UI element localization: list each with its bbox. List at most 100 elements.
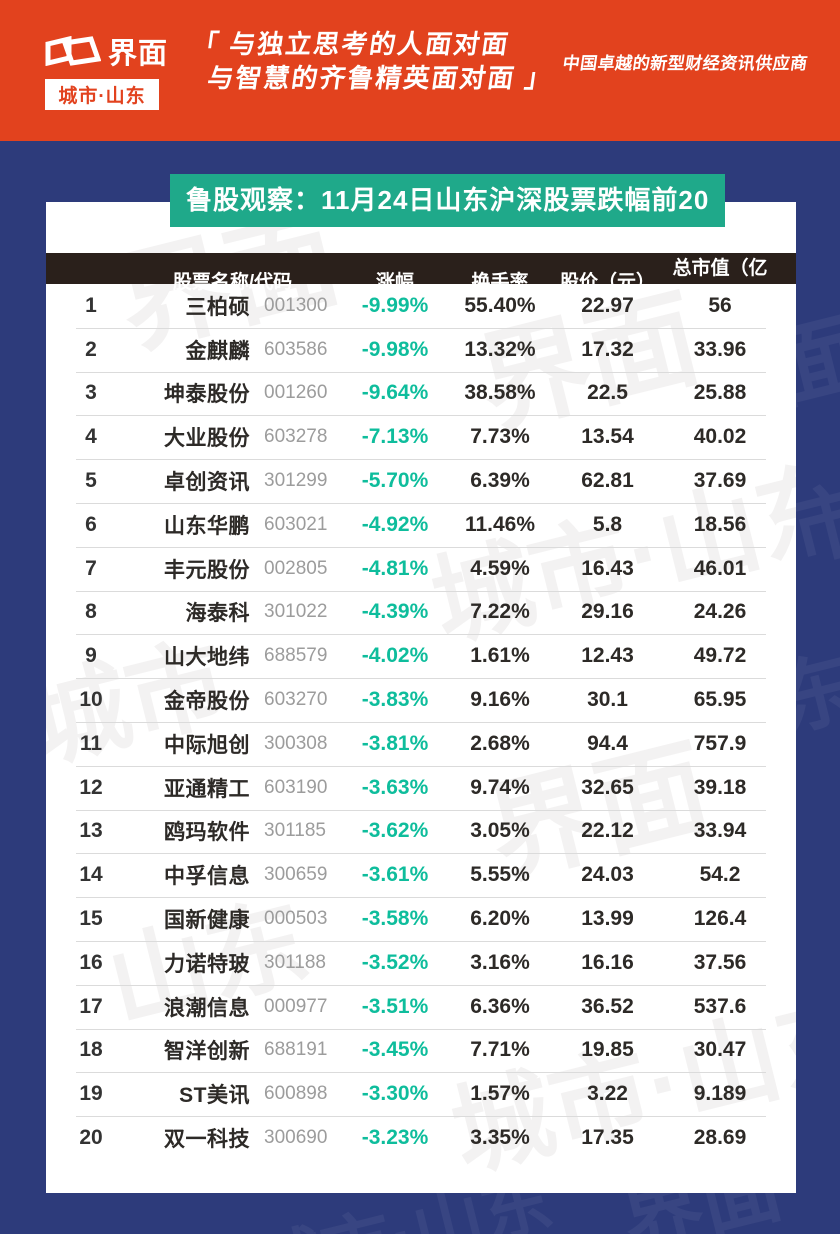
brand-sub-badge: 城市·山东 [45,79,159,110]
header-change: 涨幅 [375,271,414,293]
cell-market-cap: 30.47 [693,1038,747,1062]
table-row: 10 金帝股份 603270 -3.83% 9.16% 30.1 65.95 [62,678,780,722]
cell-change-pct: -5.70% [361,469,429,493]
cell-price: 94.4 [587,731,628,755]
cell-market-cap: 126.4 [693,907,747,931]
cell-stock-code: 301188 [264,951,326,973]
cell-stock-name: 三柏硕 [185,295,250,319]
cell-stock-name: 丰元股份 [164,558,250,582]
table-row: 16 力诺特玻 301188 -3.52% 3.16% 16.16 37.56 [62,940,780,985]
table-row: 8 海泰科 301022 -4.39% 7.22% 29.16 24.26 [62,590,780,635]
cell-market-cap: 39.18 [693,775,747,799]
brand-slogan: 「 与独立思考的人面对面 与智慧的齐鲁精英面对面 」 [185,27,560,95]
cell-rank: 20 [79,1126,103,1150]
cell-stock-code: 603190 [264,776,328,798]
cell-market-cap: 28.69 [693,1126,747,1150]
title-badge: 鲁股观察：11月24日山东沪深股票跌幅前20 [170,174,726,227]
header-market-cap: 总市值（亿元） [672,258,768,306]
cell-turnover-rate: 3.35% [470,1126,530,1150]
cell-market-cap: 37.69 [693,469,747,493]
cell-change-pct: -3.23% [361,1126,429,1150]
table-row: 7 丰元股份 002805 -4.81% 4.59% 16.43 46.01 [62,546,780,591]
table-row: 11 中际旭创 300308 -3.81% 2.68% 94.4 757.9 [62,721,780,766]
cell-stock-name: 金帝股份 [164,690,250,714]
cell-rank: 5 [85,469,97,493]
cell-stock-code: 301299 [264,470,328,492]
cell-rank: 18 [79,1038,103,1062]
cell-stock-code: 001260 [264,382,328,404]
cell-stock-code: 300690 [264,1127,328,1149]
cell-stock-name: 山东华鹏 [164,514,250,538]
cell-price: 19.85 [581,1038,634,1062]
cell-market-cap: 33.94 [693,819,747,843]
cell-price: 3.22 [587,1082,628,1106]
cell-turnover-rate: 7.22% [470,600,530,624]
cell-stock-name: 鸥玛软件 [164,821,250,845]
cell-market-cap: 18.56 [693,512,747,536]
cell-turnover-rate: 3.05% [470,819,530,843]
cell-change-pct: -4.92% [361,512,429,536]
cell-rank: 7 [85,556,97,580]
table-row: 9 山大地纬 688579 -4.02% 1.61% 12.43 49.72 [62,634,780,678]
cell-stock-code: 301022 [264,601,328,623]
cell-stock-code: 603278 [264,426,328,448]
table-row: 17 浪潮信息 000977 -3.51% 6.36% 36.52 537.6 [62,984,780,1029]
table-row: 3 坤泰股份 001260 -9.64% 38.58% 22.5 25.88 [62,371,780,416]
cell-rank: 17 [79,994,103,1018]
cell-stock-name: 浪潮信息 [164,996,250,1020]
table-row: 4 大业股份 603278 -7.13% 7.73% 13.54 40.02 [62,415,780,459]
cell-turnover-rate: 55.40% [464,293,536,317]
cell-rank: 6 [85,512,97,536]
slogan-line2: 与智慧的齐鲁精英面对面 」 [205,63,555,93]
cell-turnover-rate: 38.58% [464,381,536,405]
cell-change-pct: -9.64% [361,381,429,405]
cell-change-pct: -3.81% [361,731,429,755]
table-row: 15 国新健康 000503 -3.58% 6.20% 13.99 126.4 [62,897,780,941]
cell-turnover-rate: 7.73% [470,425,530,449]
table-row: 12 亚通精工 603190 -3.63% 9.74% 32.65 39.18 [62,765,780,810]
cell-rank: 2 [85,337,97,361]
cell-price: 62.81 [581,469,634,493]
cell-change-pct: -3.83% [361,688,429,712]
cell-stock-code: 301185 [264,820,326,842]
cell-stock-code: 300308 [264,732,328,754]
cell-market-cap: 65.95 [693,688,747,712]
cell-price: 13.54 [581,425,634,449]
cell-stock-name: 力诺特玻 [164,952,250,976]
cell-change-pct: -3.30% [361,1082,429,1106]
cell-price: 30.1 [587,688,628,712]
cell-turnover-rate: 1.57% [470,1082,530,1106]
cell-stock-code: 000503 [264,908,328,930]
cell-turnover-rate: 6.36% [470,994,530,1018]
cell-price: 29.16 [581,600,634,624]
cell-change-pct: -3.51% [361,994,429,1018]
cell-market-cap: 25.88 [693,381,747,405]
cell-market-cap: 537.6 [693,994,747,1018]
cell-rank: 4 [85,425,97,449]
header-name-code: 股票名称/代码 [172,271,293,293]
table-row: 5 卓创资讯 301299 -5.70% 6.39% 62.81 37.69 [62,459,780,503]
cell-price: 36.52 [581,994,634,1018]
table-row: 1 三柏硕 001300 -9.99% 55.40% 22.97 56 [62,284,780,328]
cell-stock-code: 603021 [264,513,328,535]
cell-stock-name: 海泰科 [185,602,250,626]
brand-name: 界面 [108,38,169,70]
cell-price: 17.32 [581,337,634,361]
cell-change-pct: -3.52% [361,950,429,974]
stock-table-card: 界面 界面 城市·山东 城市 界面 山东 城市·山东 股票名称/代码 涨幅 换手… [46,202,796,1193]
jiemian-logo: 界面 城市·山东 [45,30,168,110]
cell-rank: 1 [85,293,97,317]
cell-turnover-rate: 3.16% [470,950,530,974]
cell-price: 22.12 [581,819,634,843]
cell-turnover-rate: 7.71% [470,1038,530,1062]
cell-market-cap: 46.01 [693,556,747,580]
cell-market-cap: 54.2 [699,863,741,887]
cell-market-cap: 33.96 [693,337,747,361]
table-row: 6 山东华鹏 603021 -4.92% 11.46% 5.8 18.56 [62,502,780,547]
cell-stock-name: 大业股份 [164,427,250,451]
cell-stock-code: 000977 [264,995,328,1017]
cell-turnover-rate: 9.74% [470,775,530,799]
cell-market-cap: 9.189 [693,1082,747,1106]
cell-change-pct: -7.13% [361,425,429,449]
